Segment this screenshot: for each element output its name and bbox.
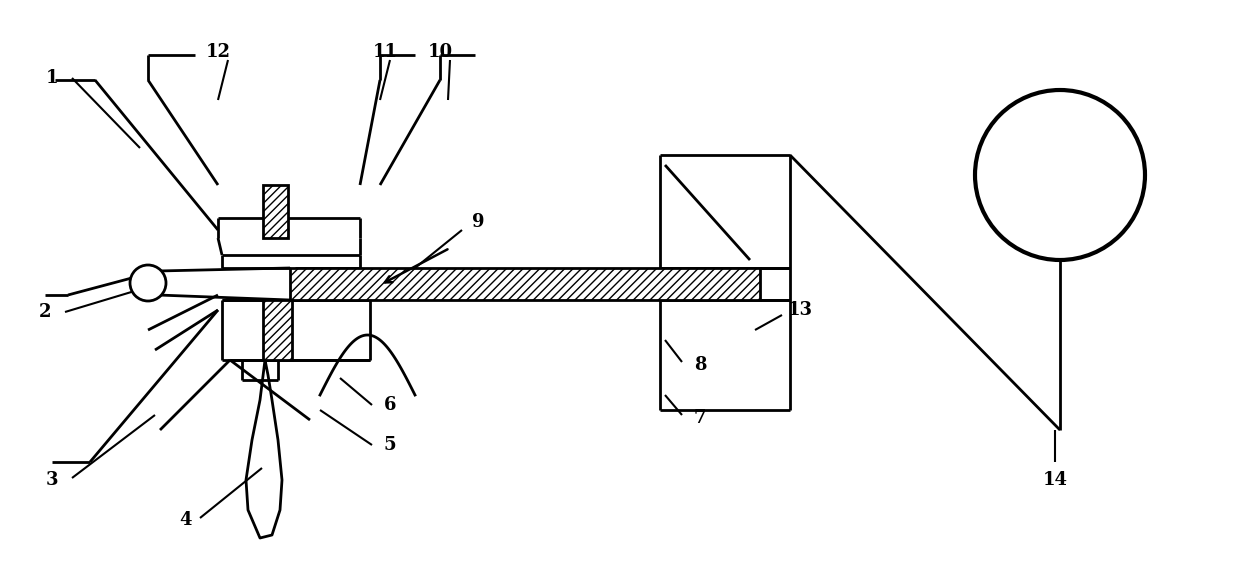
Circle shape [130, 265, 166, 301]
Text: 9: 9 [471, 213, 485, 231]
Circle shape [975, 90, 1145, 260]
Text: 8: 8 [693, 356, 707, 374]
Bar [263, 185, 288, 238]
Text: 7: 7 [693, 409, 707, 427]
Text: 6: 6 [383, 396, 397, 414]
Bar [290, 268, 760, 300]
Text: 1: 1 [46, 69, 58, 87]
Text: 10: 10 [428, 43, 453, 61]
Bar [290, 268, 760, 300]
Text: 5: 5 [383, 436, 397, 454]
Text: 11: 11 [372, 43, 398, 61]
Bar [263, 300, 291, 360]
Bar [263, 185, 288, 238]
Bar [263, 300, 291, 360]
Text: 14: 14 [1043, 471, 1068, 489]
Text: 4: 4 [179, 511, 191, 529]
Text: 3: 3 [46, 471, 58, 489]
Text: 13: 13 [787, 301, 812, 319]
Text: 2: 2 [38, 303, 51, 321]
Text: 12: 12 [206, 43, 231, 61]
